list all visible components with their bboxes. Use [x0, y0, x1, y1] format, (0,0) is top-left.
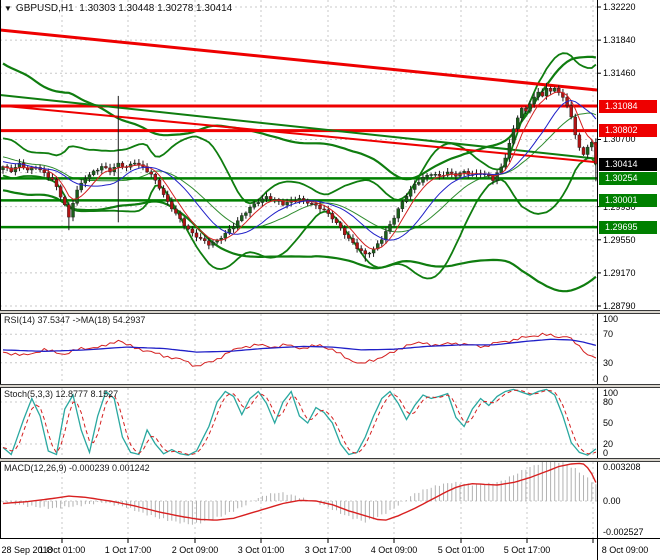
price-axis-label: 1.29170 [603, 267, 636, 278]
price-axis-label: 1.29550 [603, 234, 636, 245]
ohlc-dropdown-icon[interactable]: ▼ [4, 4, 12, 13]
time-axis-label: 1 Oct 01:00 [38, 545, 86, 555]
macd-axis-label: 0.003208 [603, 462, 641, 472]
time-axis-label: 3 Oct 17:00 [304, 545, 352, 555]
rsi-indicator-label: RSI(14) 37.5347 ->MA(18) 54.2937 [4, 315, 146, 325]
panel-splitter-macd[interactable] [0, 458, 660, 462]
macd-axis-label: -0.002527 [603, 527, 644, 537]
price-level-badge: 1.31084 [599, 99, 657, 113]
stoch-axis-label: 20 [603, 439, 614, 449]
rsi-axis-label: 70 [603, 329, 614, 340]
price-axis-label: 1.30700 [603, 134, 636, 145]
stochastic-indicator-label: Stoch(5,3,3) 12.8777 8.1527 [4, 389, 119, 399]
rsi-axis-label: 30 [603, 357, 614, 368]
time-axis-label: 8 Oct 09:00 [601, 545, 649, 555]
time-axis-label: 28 Sep 2018 [1, 545, 53, 555]
time-axis-label: 1 Oct 17:00 [104, 545, 152, 555]
price-level-badge: 1.30414 [599, 157, 657, 171]
price-level-badge: 1.30802 [599, 124, 657, 138]
price-level-badge: 1.30001 [599, 193, 657, 207]
macd-axis-label: 0.00 [603, 496, 621, 506]
price-axis-label: 1.32220 [603, 1, 636, 12]
macd-indicator-label: MACD(12,26,9) -0.000239 0.001242 [4, 463, 150, 473]
symbol-period-label: GBPUSD,H1 [15, 3, 74, 14]
panel-splitter-stoch[interactable] [0, 384, 660, 388]
price-level-badge: 1.29695 [599, 220, 657, 234]
ohlc-values: 1.30303 1.30448 1.30278 1.30414 [79, 3, 233, 14]
time-axis-label: 2 Oct 09:00 [171, 545, 219, 555]
stoch-axis-label: 100 [603, 388, 619, 398]
time-axis-label: 4 Oct 09:00 [370, 545, 418, 555]
rsi-axis-label: 100 [603, 314, 619, 324]
time-axis-label: 5 Oct 17:00 [503, 545, 551, 555]
stoch-axis-label: 50 [603, 418, 614, 428]
chart-title: ▼ GBPUSD,H1 1.30303 1.30448 1.30278 1.304… [4, 3, 232, 14]
time-axis-label: 3 Oct 01:00 [237, 545, 285, 555]
rsi-axis-label: 0 [603, 374, 609, 384]
stoch-axis-label: 0 [603, 448, 609, 458]
price-axis-label: 1.31460 [603, 68, 636, 79]
panel-splitter-rsi[interactable] [0, 310, 660, 314]
price-axis-label: 1.28790 [603, 301, 636, 312]
time-axis-label: 5 Oct 01:00 [437, 545, 485, 555]
price-level-badge: 1.30254 [599, 171, 657, 185]
price-axis-label: 1.31840 [603, 35, 636, 46]
stoch-axis-label: 80 [603, 397, 614, 407]
